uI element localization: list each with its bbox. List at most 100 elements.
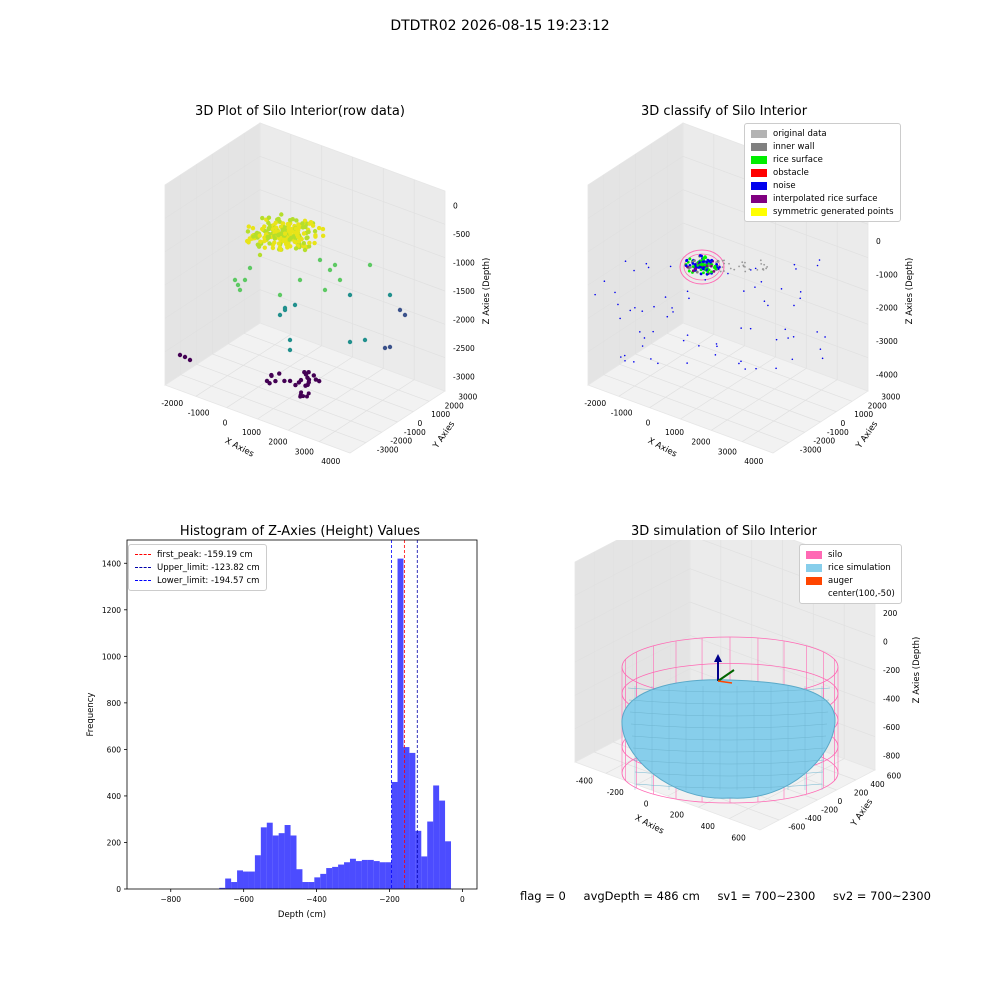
data-point — [255, 242, 261, 247]
original-point — [763, 263, 766, 266]
noise-point — [619, 317, 621, 320]
original-point — [723, 259, 725, 262]
data-point — [280, 221, 286, 226]
noise-point — [715, 343, 718, 345]
data-point — [287, 337, 293, 343]
panel1-points — [177, 212, 408, 399]
data-point — [187, 357, 193, 363]
original-point — [762, 267, 764, 270]
data-point — [270, 245, 276, 251]
histogram-bar — [266, 822, 273, 889]
rice-mesh-line — [635, 783, 823, 789]
data-point — [712, 269, 716, 273]
data-point — [306, 229, 311, 235]
data-point — [260, 226, 265, 232]
data-point — [307, 240, 312, 246]
data-point — [265, 234, 270, 240]
y-tick-label: 400 — [870, 780, 885, 789]
noise-point — [716, 345, 718, 348]
data-point — [257, 233, 262, 238]
z-tick-label: -3000 — [453, 373, 475, 382]
x-tick-label: −200 — [379, 895, 400, 904]
data-point — [298, 377, 304, 383]
z-tick-label: -2000 — [453, 316, 475, 325]
data-point — [313, 234, 318, 239]
data-point — [285, 221, 291, 227]
noise-point — [639, 331, 641, 333]
y-tick-label: -200 — [821, 806, 838, 815]
noise-point — [816, 331, 818, 333]
x-axis-label: X Axies — [646, 436, 679, 460]
status-footer: flag = 0 avgDepth = 486 cm sv1 = 700~230… — [520, 889, 945, 903]
data-point — [273, 220, 278, 225]
legend-entry: rice surface — [751, 153, 894, 166]
z-tick-label: -1500 — [453, 287, 475, 296]
original-point — [744, 261, 746, 264]
x-axis-label: Depth (cm) — [278, 910, 326, 920]
grid-line — [667, 333, 853, 402]
x-tick-label: 400 — [701, 822, 716, 831]
data-point — [232, 277, 238, 283]
z-tick-label: -200 — [883, 666, 900, 675]
panel1-title: 3D Plot of Silo Interior(row data) — [195, 104, 405, 119]
legend-entry: silo — [806, 548, 895, 561]
x-tick-label: 3000 — [718, 447, 737, 456]
data-point — [293, 246, 299, 251]
z-axis-label: Z Axies (Depth) — [912, 637, 922, 704]
y-axis-label: Y Axies — [431, 419, 458, 451]
original-point — [728, 262, 730, 265]
noise-point — [760, 281, 763, 283]
noise-point — [704, 279, 707, 281]
noise-point — [775, 338, 778, 341]
data-point — [282, 378, 287, 384]
data-point — [278, 231, 284, 236]
histogram-bar — [314, 877, 321, 889]
y-tick-label: 2000 — [445, 401, 464, 410]
histogram-bar — [433, 785, 440, 889]
x-tick-label: 0 — [223, 418, 228, 427]
plot-frame — [126, 539, 478, 890]
data-point — [286, 225, 291, 231]
noise-point — [624, 359, 626, 362]
data-point — [306, 244, 312, 249]
noise-point — [792, 335, 795, 338]
original-point — [715, 261, 717, 264]
data-point — [250, 225, 256, 231]
data-point — [285, 245, 290, 250]
noise-point — [620, 356, 622, 358]
noise-point — [603, 280, 606, 283]
data-point — [362, 337, 368, 343]
original-point — [766, 265, 769, 268]
noise-point — [633, 361, 635, 363]
y-tick-label: 200 — [854, 788, 869, 797]
z-tick-label: -800 — [883, 752, 900, 761]
x-tick-label: 2000 — [268, 438, 287, 447]
original-point — [721, 259, 724, 262]
original-point — [733, 268, 736, 271]
y-tick-label: 400 — [107, 792, 122, 801]
data-point — [254, 230, 260, 236]
panel1-3d-scatter: -2000-1000010002000300040003000200010000… — [161, 122, 492, 466]
data-point — [707, 259, 711, 263]
data-point — [301, 240, 307, 246]
rice-mesh-line — [631, 735, 827, 741]
data-point — [307, 221, 312, 226]
legend-entry: center(100,-50) — [806, 587, 895, 600]
data-point — [332, 262, 338, 268]
data-point — [235, 282, 241, 288]
data-point — [695, 270, 699, 274]
y-tick-label: 3000 — [458, 392, 477, 401]
y-tick-label: -2000 — [390, 437, 412, 446]
noise-point — [816, 264, 819, 267]
data-point — [301, 394, 306, 399]
data-point — [282, 227, 287, 233]
auger-axis-x — [717, 680, 733, 684]
rice-mesh-line — [629, 711, 829, 717]
z-tick-label: -3000 — [876, 337, 898, 346]
y-tick-label: -1000 — [404, 428, 426, 437]
y-tick-label: -3000 — [377, 446, 399, 455]
data-point — [710, 258, 714, 262]
histogram-bar — [344, 862, 350, 889]
z-tick-label: -1000 — [876, 270, 898, 279]
data-point — [320, 226, 326, 232]
